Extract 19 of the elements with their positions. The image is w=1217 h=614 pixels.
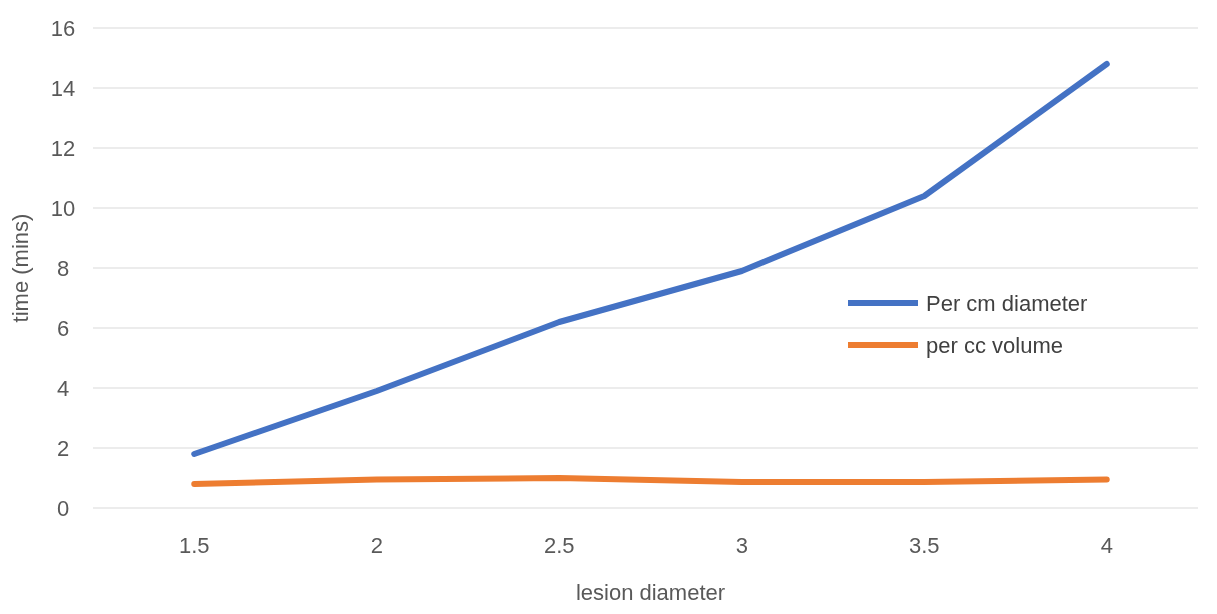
y-tick-label: 14 xyxy=(50,75,76,101)
x-tick-label: 2 xyxy=(370,533,383,558)
y-tick-label: 10 xyxy=(50,195,76,221)
y-tick-label: 6 xyxy=(56,315,70,341)
y-tick-label: 12 xyxy=(50,135,76,161)
y-tick-label: 0 xyxy=(56,495,70,521)
x-tick-label: 2.5 xyxy=(543,533,575,558)
x-tick-label: 3.5 xyxy=(908,533,940,558)
x-axis-title: lesion diameter xyxy=(575,580,726,605)
legend-label: Per cm diameter xyxy=(926,290,1088,316)
y-axis-title: time (mins) xyxy=(8,213,33,323)
y-tick-label: 4 xyxy=(56,375,70,401)
x-tick-label: 4 xyxy=(1100,533,1113,558)
y-tick-label: 8 xyxy=(56,255,70,281)
x-tick-label: 3 xyxy=(735,533,748,558)
x-tick-label: 1.5 xyxy=(178,533,210,558)
y-tick-label: 2 xyxy=(56,435,70,461)
legend-label: per cc volume xyxy=(926,332,1063,358)
y-tick-label: 16 xyxy=(50,15,76,41)
